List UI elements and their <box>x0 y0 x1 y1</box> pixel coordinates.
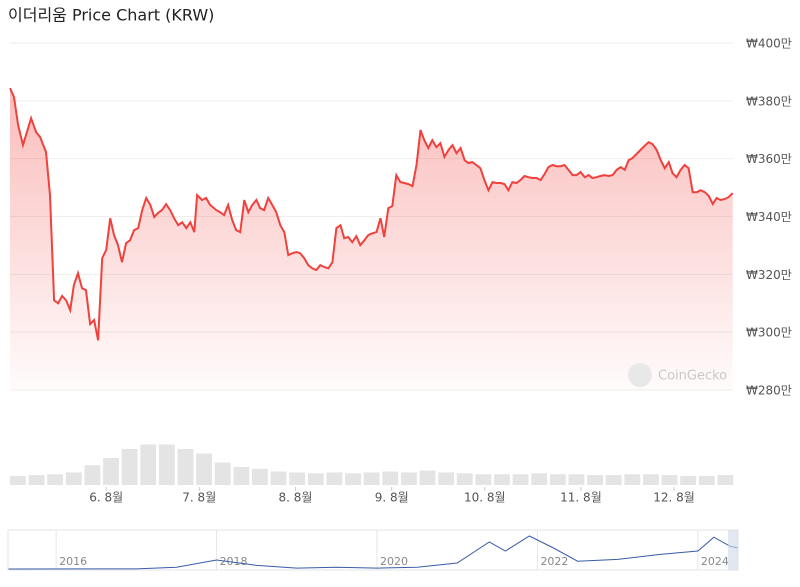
y-tick-label: ₩380만 <box>746 94 792 108</box>
volume-bar <box>400 472 417 485</box>
volume-bar <box>196 453 213 485</box>
volume-bar <box>345 473 361 485</box>
volume-bar <box>121 449 138 485</box>
chart-title: 이더리움 Price Chart (KRW) <box>8 6 214 25</box>
volume-bar <box>419 470 436 485</box>
navigator-frame <box>7 529 739 571</box>
volume-bar <box>456 473 473 485</box>
watermark-logo <box>628 363 652 387</box>
volume-bar <box>494 474 510 485</box>
x-tick-label: 11. 8월 <box>560 491 602 505</box>
volume-bar <box>605 475 622 485</box>
volume-bar <box>84 465 101 485</box>
volume-bar <box>65 472 82 485</box>
watermark: CoinGecko <box>658 369 727 384</box>
volume-bar <box>177 449 194 485</box>
volume-bar <box>643 474 659 485</box>
area <box>10 88 733 390</box>
volume-bar <box>680 476 697 485</box>
volume-bar <box>382 471 399 485</box>
volume-bar <box>531 473 548 485</box>
price-line <box>9 87 734 341</box>
volume-bar <box>661 475 678 485</box>
volume-bar <box>270 471 287 485</box>
volume-bar <box>587 475 603 485</box>
volume-bar <box>10 476 26 485</box>
volume-bar <box>158 444 175 485</box>
x-tick-label: 10. 8월 <box>464 491 506 505</box>
volume-bar <box>326 472 343 485</box>
y-tick-label: ₩340만 <box>746 210 792 224</box>
volume-bar <box>233 467 250 485</box>
overview-line <box>7 535 739 570</box>
volume-bar <box>438 472 455 485</box>
volume-bar <box>252 468 268 485</box>
x-tick-label: 8. 8월 <box>278 491 312 505</box>
volume-bar <box>140 444 157 485</box>
volume-bar <box>28 475 45 485</box>
navigator-handle[interactable] <box>728 530 738 570</box>
volume-bar <box>698 476 715 485</box>
volume-bar <box>512 474 529 485</box>
volume-bar <box>624 474 641 485</box>
volume-bar <box>717 475 734 485</box>
overview-tick-label: 2016 <box>59 555 87 568</box>
y-tick-label: ₩320만 <box>746 268 792 282</box>
x-tick-label: 9. 8월 <box>375 491 409 505</box>
overview-tick-label: 2018 <box>220 555 248 568</box>
overview-tick-label: 2024 <box>701 555 729 568</box>
volume-bar <box>475 474 492 485</box>
volume-bar <box>568 474 585 485</box>
volume-bar <box>549 474 566 485</box>
overview-tick-label: 2022 <box>540 555 568 568</box>
volume-bar <box>214 462 231 485</box>
y-tick-label: ₩280만 <box>746 384 792 398</box>
x-tick-label: 7. 8월 <box>182 491 216 505</box>
volume-bar <box>307 473 324 485</box>
volume-bar <box>289 472 306 485</box>
volume-bar <box>47 474 64 485</box>
y-tick-label: ₩300만 <box>746 326 792 340</box>
x-tick-label: 6. 8월 <box>89 491 123 505</box>
volume-bar <box>103 458 119 485</box>
overview-tick-label: 2020 <box>380 555 408 568</box>
y-tick-label: ₩400만 <box>746 37 792 51</box>
x-tick-label: 12. 8월 <box>653 491 695 505</box>
volume-bar <box>363 472 380 485</box>
y-tick-label: ₩360만 <box>746 152 792 166</box>
